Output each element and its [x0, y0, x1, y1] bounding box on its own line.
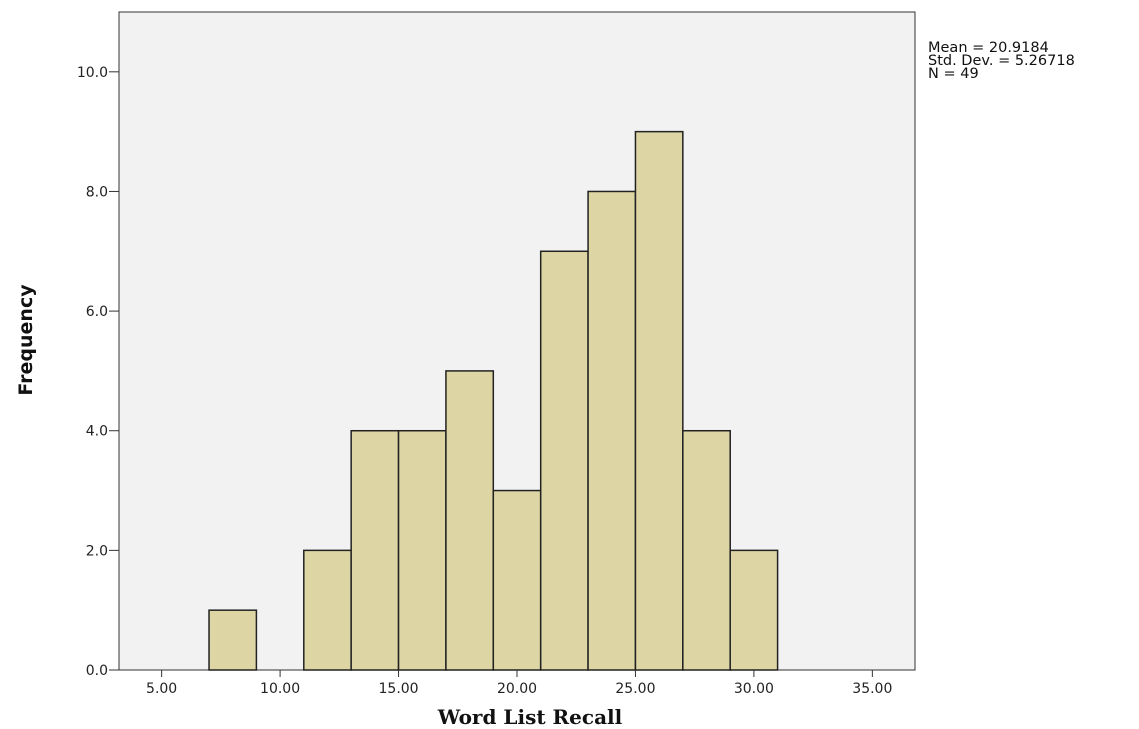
- x-tick-label: 20.00: [497, 681, 537, 697]
- y-axis-title: Frequency: [15, 284, 37, 396]
- stat-std-dev: Std. Dev. = 5.26718: [928, 53, 1075, 69]
- x-tick-label: 30.00: [734, 681, 774, 697]
- y-tick-label: 4.0: [86, 424, 108, 440]
- x-tick-label: 5.00: [146, 681, 177, 697]
- x-tick-label: 25.00: [615, 681, 655, 697]
- stat-n: N = 49: [928, 66, 979, 82]
- histogram-bar: [682, 429, 731, 671]
- histogram-bar: [587, 190, 637, 671]
- x-axis-title: Word List Recall: [437, 705, 623, 729]
- histogram-bar: [492, 489, 542, 671]
- x-tick-label: 10.00: [260, 681, 300, 697]
- histogram-bar: [397, 429, 447, 671]
- stats-legend: Mean = 20.9184 Std. Dev. = 5.26718 N = 4…: [928, 40, 1075, 82]
- histogram-bar: [350, 429, 400, 671]
- y-tick-label: 0.0: [86, 663, 108, 679]
- histogram-bar: [208, 609, 258, 671]
- x-tick-label: 35.00: [852, 681, 892, 697]
- histogram-bar: [729, 549, 779, 671]
- y-tick-label: 6.0: [86, 304, 108, 320]
- histogram-bar: [303, 549, 352, 671]
- histogram-bar: [445, 370, 495, 671]
- histogram-bar: [539, 250, 589, 671]
- histogram-bar: [634, 130, 684, 671]
- stat-mean: Mean = 20.9184: [928, 40, 1049, 56]
- y-tick-label: 8.0: [86, 184, 108, 200]
- x-tick-label: 15.00: [379, 681, 419, 697]
- y-tick-label: 2.0: [86, 543, 108, 559]
- y-tick-label: 10.0: [77, 65, 108, 81]
